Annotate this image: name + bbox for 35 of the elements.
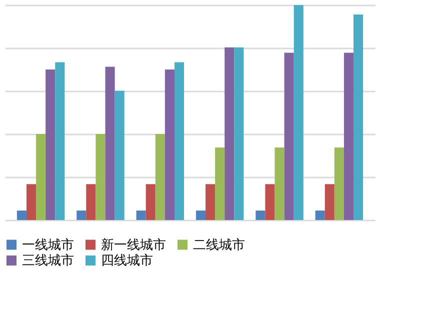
bar bbox=[96, 134, 106, 220]
bar bbox=[256, 210, 266, 220]
bar bbox=[284, 52, 294, 220]
legend-label: 二线城市 bbox=[193, 238, 245, 253]
bar bbox=[164, 70, 174, 220]
bar bbox=[215, 148, 225, 220]
bar bbox=[265, 184, 275, 220]
bar bbox=[174, 62, 184, 220]
bar bbox=[46, 70, 56, 220]
legend-label: 三线城市 bbox=[22, 254, 74, 268]
bar bbox=[354, 14, 364, 220]
bar bbox=[224, 47, 234, 220]
bar bbox=[86, 184, 96, 220]
bar bbox=[16, 210, 26, 220]
bar bbox=[315, 210, 325, 220]
bar bbox=[196, 210, 206, 220]
bar bbox=[206, 184, 216, 220]
bar bbox=[114, 90, 124, 220]
bar bbox=[155, 134, 165, 220]
legend-label: 一线城市 bbox=[22, 238, 74, 253]
bar bbox=[136, 210, 146, 220]
bar bbox=[324, 184, 334, 220]
bar bbox=[26, 184, 36, 220]
bar bbox=[294, 5, 304, 220]
bar bbox=[234, 47, 244, 220]
bar bbox=[76, 210, 86, 220]
bar bbox=[55, 62, 65, 220]
legend-label: 新一线城市 bbox=[101, 238, 166, 253]
bar bbox=[274, 148, 284, 220]
legend-label: 四线城市 bbox=[101, 254, 153, 268]
bar bbox=[36, 134, 46, 220]
bar bbox=[105, 66, 115, 220]
bar bbox=[334, 148, 344, 220]
bar bbox=[146, 184, 156, 220]
bar bbox=[344, 52, 354, 220]
